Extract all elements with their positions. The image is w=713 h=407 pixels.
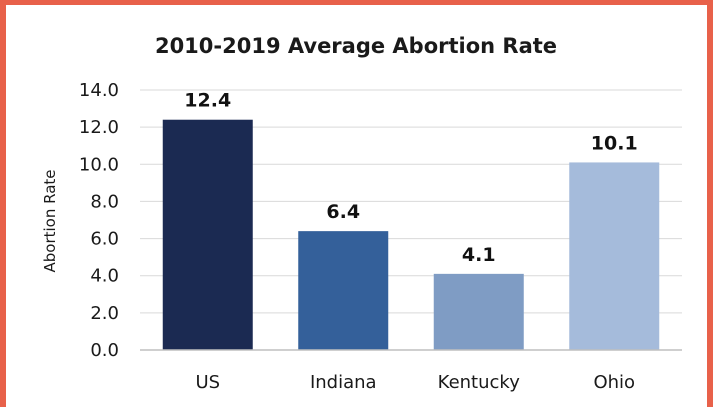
data-label: 6.4 (326, 201, 360, 223)
category-label: Indiana (310, 372, 377, 393)
y-tick-label: 0.0 (90, 340, 119, 361)
y-tick-label: 6.0 (90, 229, 119, 250)
y-axis-label: Abortion Rate (41, 169, 59, 272)
bar-kentucky (433, 273, 524, 350)
y-tick-label: 2.0 (90, 303, 119, 324)
chart-title: 2010-2019 Average Abortion Rate (155, 34, 557, 58)
y-tick-label: 12.0 (79, 117, 119, 138)
bar-us (162, 119, 253, 350)
data-label: 4.1 (462, 244, 496, 266)
data-label: 10.1 (591, 132, 638, 154)
y-tick-label: 10.0 (79, 154, 119, 175)
data-label: 12.4 (184, 90, 231, 112)
category-label: US (195, 372, 220, 393)
y-axis-ticks: 0.0 2.0 4.0 6.0 8.0 10.0 12.0 14.0 (79, 80, 119, 361)
data-labels: 12.4 6.4 4.1 10.1 (184, 90, 637, 266)
y-tick-label: 4.0 (90, 266, 119, 287)
category-labels: US Indiana Kentucky Ohio (195, 372, 635, 393)
y-tick-label: 14.0 (79, 80, 119, 101)
bar-ohio (569, 162, 660, 350)
bar-indiana (298, 231, 389, 350)
y-tick-label: 8.0 (90, 191, 119, 212)
bars (162, 119, 660, 350)
category-label: Kentucky (438, 372, 521, 393)
category-label: Ohio (593, 372, 635, 393)
